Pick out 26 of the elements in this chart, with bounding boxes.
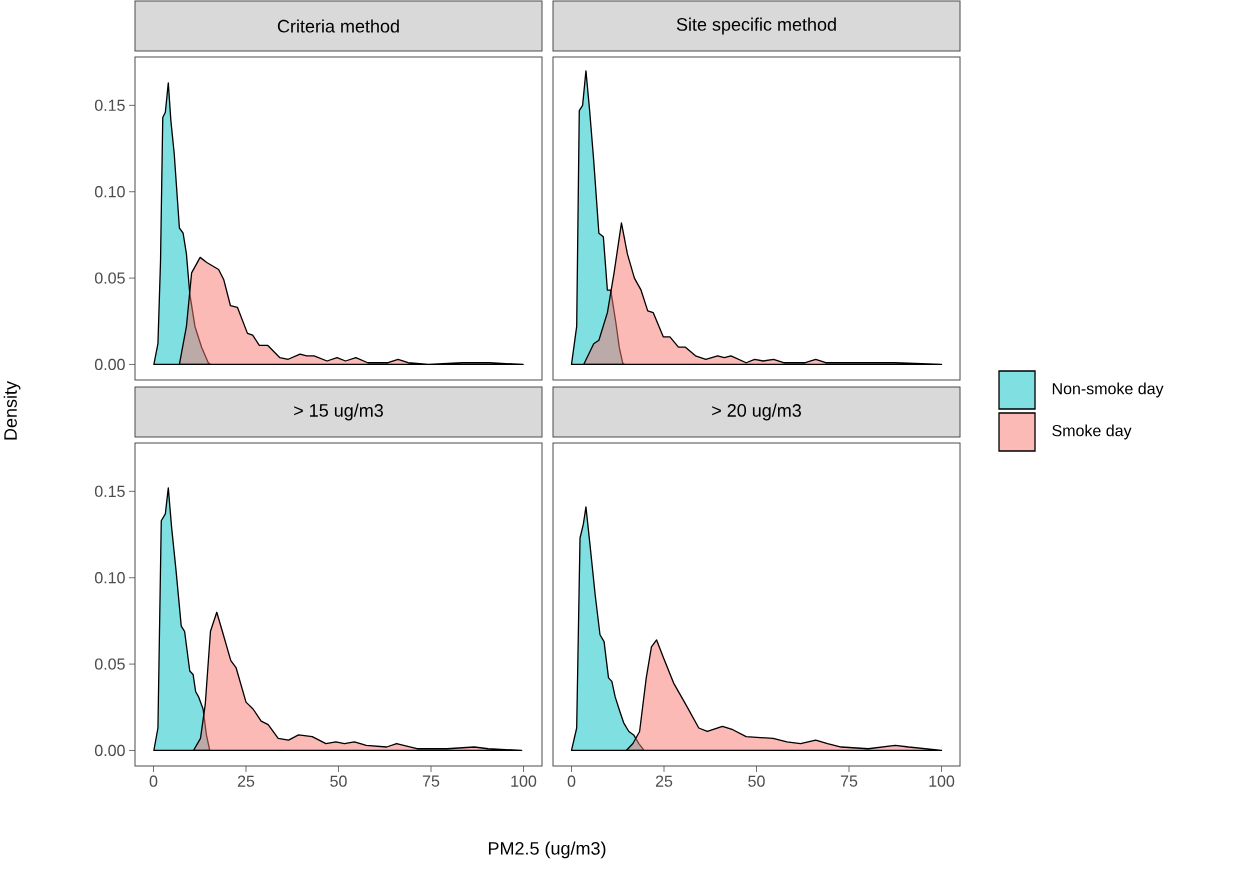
x-tick-label: 75 bbox=[422, 775, 440, 787]
x-tick-label: 50 bbox=[748, 775, 765, 787]
x-tick-label: 75 bbox=[840, 775, 858, 787]
chart-title: > 20 ug/m3 bbox=[712, 403, 801, 421]
x-tick-label: 100 bbox=[511, 775, 537, 787]
y-tick-label: 0.05 bbox=[94, 658, 125, 670]
x-tick-label: 50 bbox=[330, 775, 347, 787]
x-tick-label: 0 bbox=[567, 775, 576, 787]
x-tick-label: 0 bbox=[149, 775, 158, 787]
y-tick-label: 0.15 bbox=[94, 485, 125, 498]
chart-title: Criteria method bbox=[277, 19, 399, 33]
y-tick-label: 0.10 bbox=[94, 572, 125, 584]
x-tick-label: 25 bbox=[237, 775, 255, 787]
y-tick-label: 0.00 bbox=[94, 358, 125, 371]
chart-title: Site specific method bbox=[676, 17, 836, 35]
legend-label: Non-smoke day bbox=[1052, 382, 1164, 398]
x-tick-label: 100 bbox=[929, 775, 955, 787]
y-tick-label: 0.00 bbox=[94, 744, 125, 757]
x-axis-title: PM2.5 (ug/m3) bbox=[488, 841, 606, 859]
y-tick-label: 0.15 bbox=[94, 99, 125, 112]
y-axis-title: Density bbox=[3, 381, 21, 440]
y-tick-label: 0.10 bbox=[94, 186, 125, 198]
y-tick-label: 0.05 bbox=[94, 272, 125, 284]
legend-label: Smoke day bbox=[1052, 424, 1132, 440]
chart-title: > 15 ug/m3 bbox=[294, 403, 383, 421]
x-tick-label: 25 bbox=[655, 775, 673, 787]
